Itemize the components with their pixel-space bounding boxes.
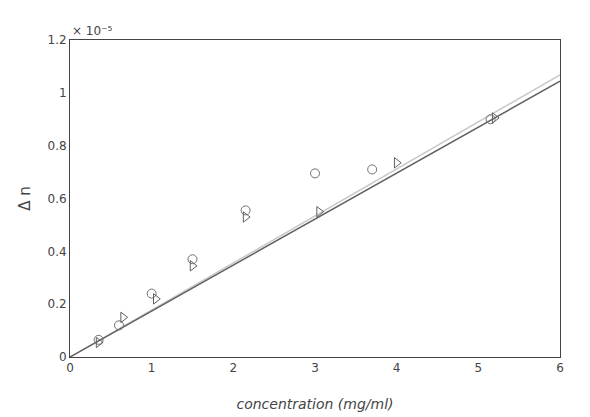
svg-text:× 10⁻⁵: × 10⁻⁵ (72, 24, 112, 38)
svg-text:1: 1 (148, 361, 156, 375)
svg-text:1: 1 (59, 86, 67, 100)
svg-text:6: 6 (556, 361, 564, 375)
svg-text:2: 2 (230, 361, 238, 375)
svg-text:0.2: 0.2 (48, 297, 67, 311)
svg-text:0.4: 0.4 (48, 245, 67, 259)
svg-text:0: 0 (66, 361, 74, 375)
svg-text:0: 0 (59, 350, 67, 364)
svg-text:5: 5 (475, 361, 483, 375)
svg-text:0.6: 0.6 (48, 192, 67, 206)
svg-text:0.8: 0.8 (48, 139, 67, 153)
svg-text:Δ n: Δ n (16, 186, 34, 211)
svg-text:3: 3 (311, 361, 319, 375)
svg-text:4: 4 (393, 361, 401, 375)
svg-text:concentration (mg/ml): concentration (mg/ml) (236, 396, 393, 412)
svg-text:1.2: 1.2 (48, 33, 67, 47)
